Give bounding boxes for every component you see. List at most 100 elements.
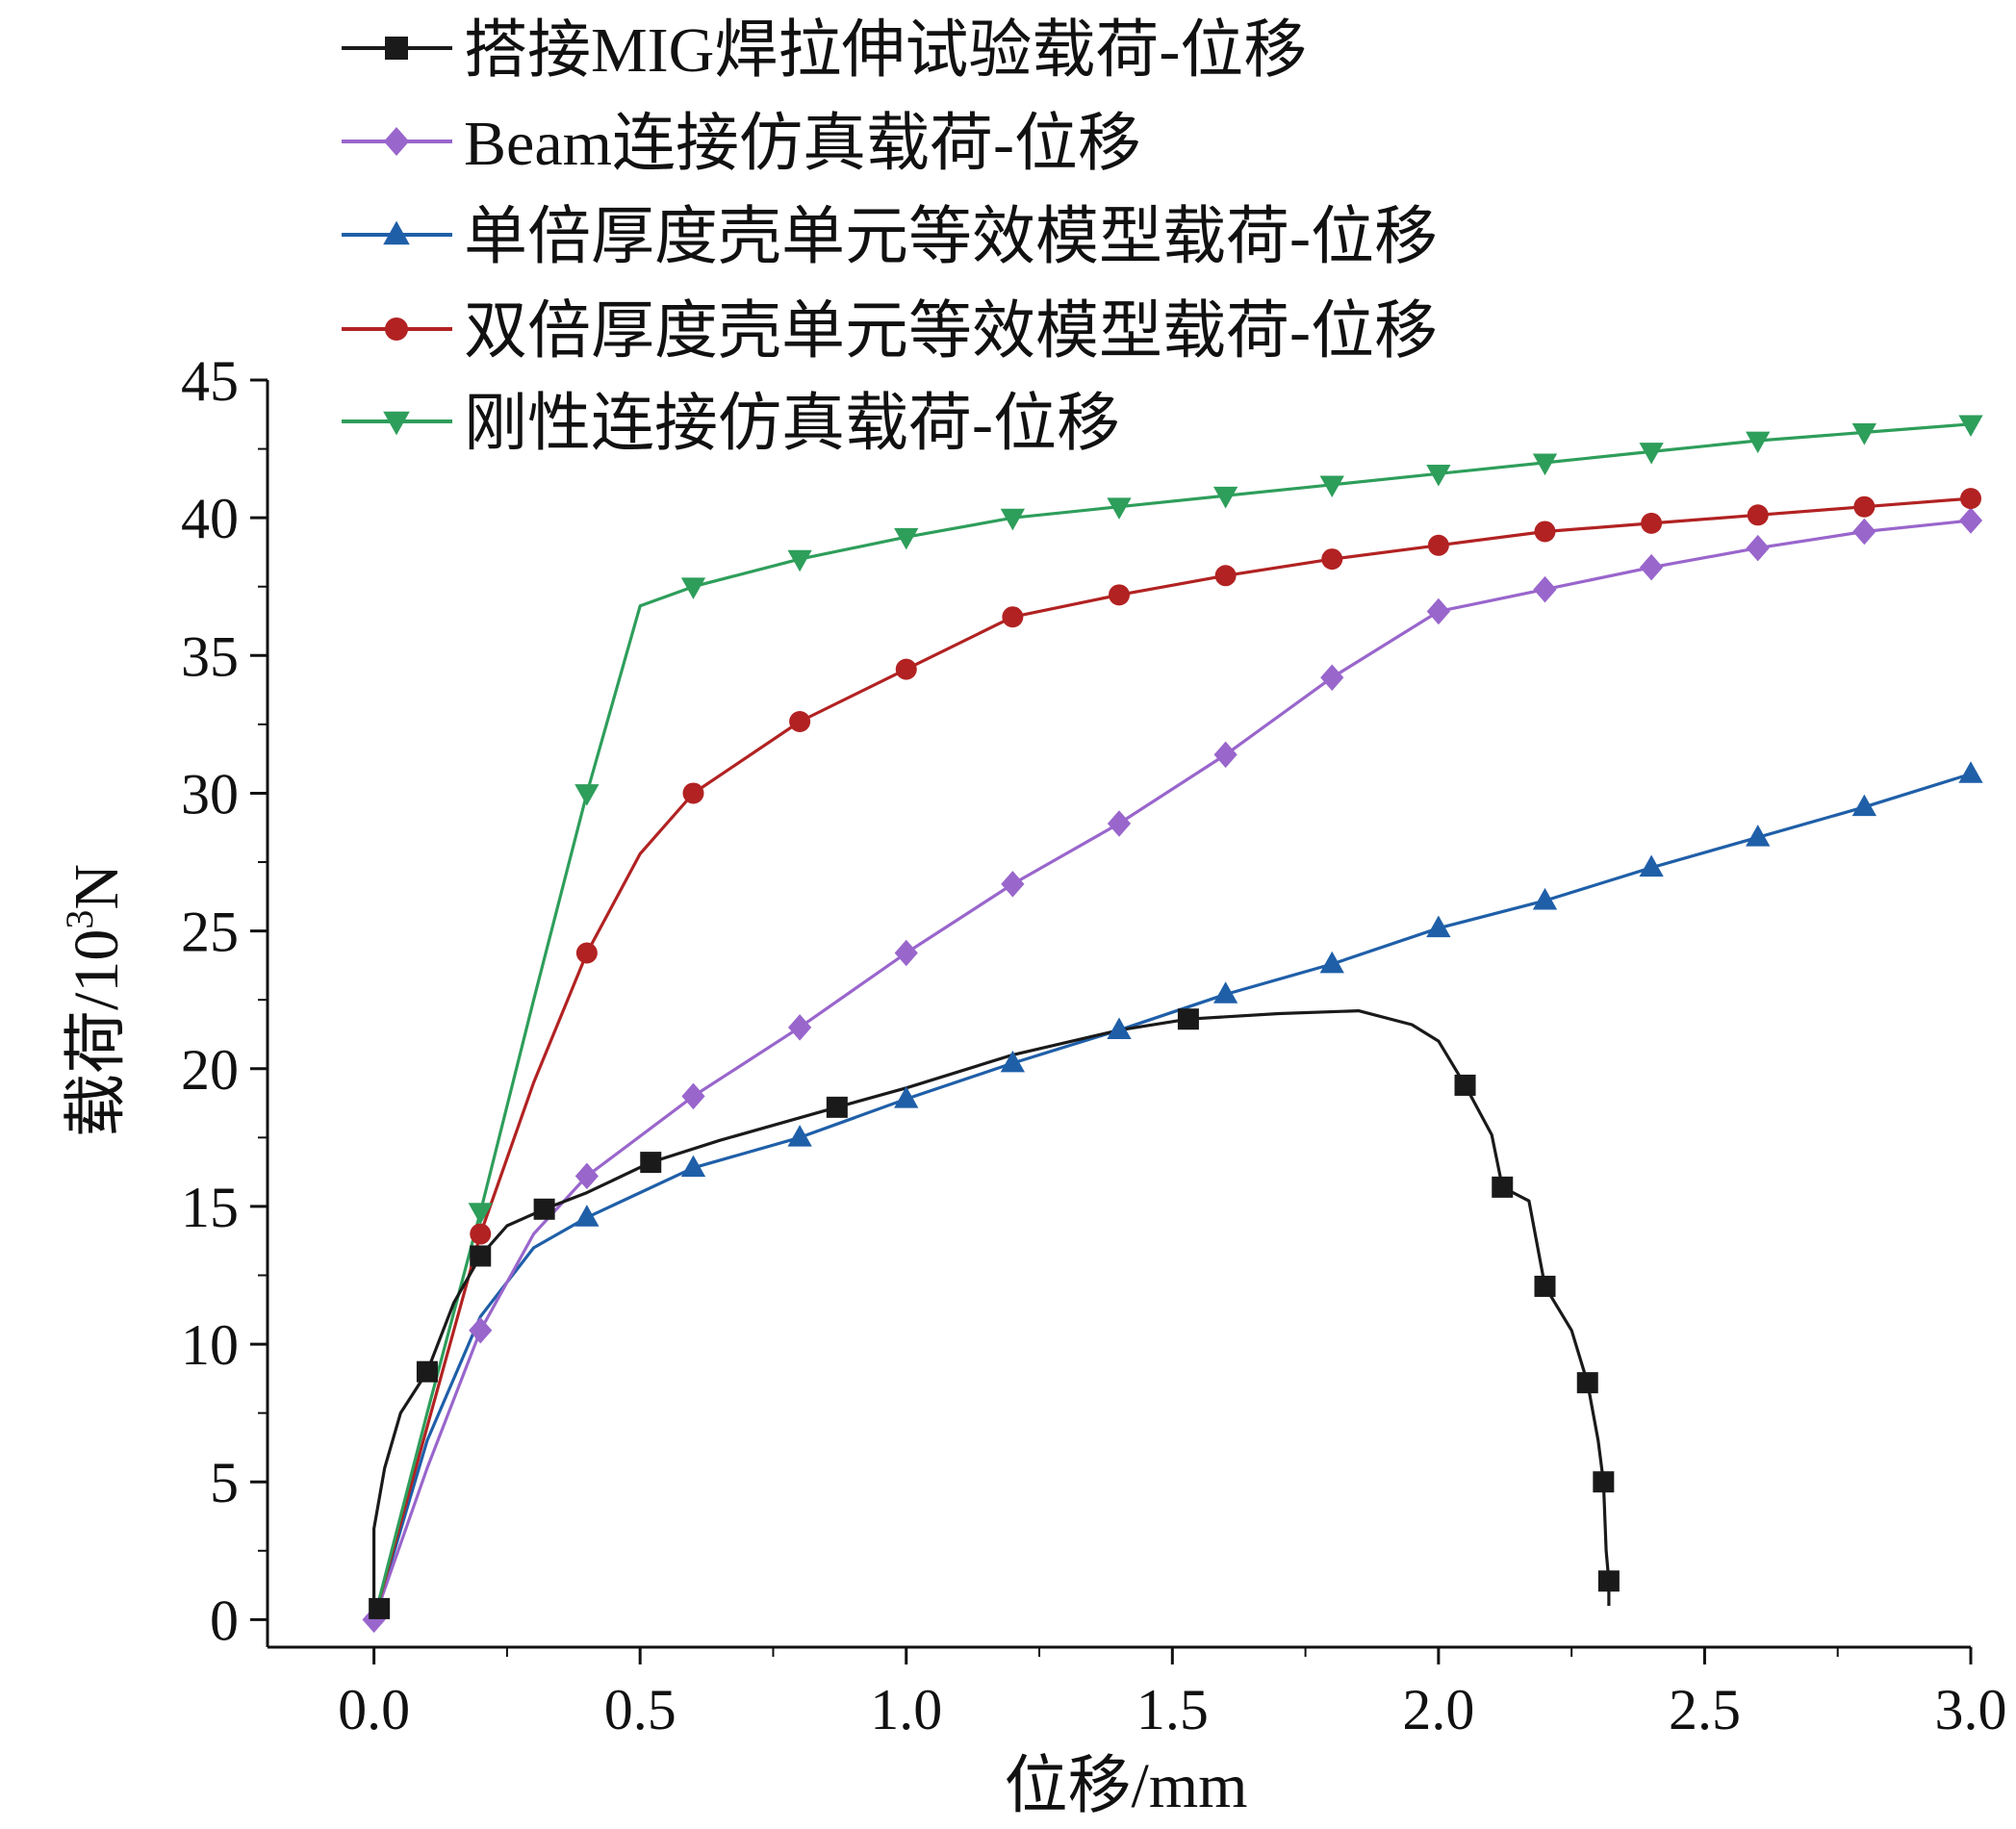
legend: 搭接MIG焊拉伸试验载荷-位移 Beam连接仿真载荷-位移单倍厚度壳单元等效模型载… (342, 15, 1438, 459)
circle-marker (1960, 488, 1981, 510)
y-tick-label: 45 (181, 349, 239, 413)
diamond-marker (1746, 534, 1770, 562)
triangle-down-marker (894, 527, 919, 550)
diamond-marker (574, 1162, 599, 1190)
circle-marker (682, 782, 704, 804)
square-marker (1597, 1570, 1620, 1592)
triangle-up-marker (680, 1155, 706, 1178)
triangle-down-marker (1212, 486, 1238, 509)
square-marker (1492, 1176, 1514, 1198)
triangle-down-marker (574, 784, 600, 806)
triangle-down-marker (787, 549, 812, 572)
circle-marker (1427, 534, 1449, 556)
circle-marker (1747, 504, 1769, 526)
circle-marker (1641, 512, 1663, 534)
series-markers (362, 415, 1983, 1634)
y-tick-label: 20 (181, 1038, 239, 1102)
square-marker (533, 1198, 555, 1220)
triangle-down-marker (1532, 453, 1558, 476)
triangle-up-marker (1851, 794, 1877, 817)
diamond-marker (1213, 741, 1238, 769)
triangle-up-marker (1426, 915, 1451, 938)
circle-marker (1214, 565, 1237, 587)
y-axis-title-sup: 3 (58, 910, 101, 929)
series-line (372, 1008, 1611, 1620)
y-tick-label: 25 (181, 901, 239, 964)
legend-label: 单倍厚度壳单元等效模型载荷-位移 (464, 202, 1438, 272)
series-line (372, 772, 1972, 1620)
x-tick-label: 0.0 (338, 1678, 410, 1741)
triangle-up-marker (1958, 761, 1983, 783)
diamond-marker (894, 939, 918, 967)
y-tick-label: 40 (181, 487, 239, 550)
triangle-down-marker (1107, 497, 1132, 520)
circle-marker (1321, 548, 1343, 571)
series-line (372, 519, 1972, 1620)
diamond-marker (383, 127, 410, 156)
square-marker (826, 1096, 848, 1118)
circle-marker (1109, 584, 1130, 606)
triangle-down-marker (1851, 423, 1877, 445)
series-line (372, 496, 1972, 1620)
diamond-marker (681, 1082, 705, 1110)
triangle-up-marker (1639, 854, 1664, 877)
triangle-down-marker (1000, 508, 1026, 531)
square-marker (1534, 1275, 1556, 1297)
diamond-marker (1426, 597, 1450, 625)
square-marker (1576, 1372, 1598, 1394)
triangle-up-marker (787, 1125, 812, 1147)
square-marker (1593, 1471, 1615, 1493)
series-lines (372, 422, 1972, 1620)
y-tick-label: 10 (181, 1313, 239, 1377)
triangle-down-marker (1639, 443, 1664, 465)
triangle-up-marker (1319, 951, 1344, 974)
triangle-up-marker (1000, 1050, 1026, 1073)
x-tick-label: 1.0 (870, 1678, 942, 1741)
triangle-up-marker (1212, 981, 1238, 1003)
square-marker (640, 1152, 662, 1174)
triangle-down-marker (1958, 415, 1983, 438)
circle-marker (575, 942, 598, 964)
triangle-up-marker (1532, 887, 1558, 910)
circle-marker (1002, 606, 1024, 628)
x-tick-label: 3.0 (1935, 1678, 2007, 1741)
diamond-marker (788, 1014, 812, 1041)
triangle-up-marker (574, 1205, 600, 1227)
y-axis-title-tail: N (62, 864, 132, 910)
diamond-marker (1533, 575, 1557, 603)
y-tick-label: 30 (181, 762, 239, 826)
x-tick-label: 2.5 (1669, 1678, 1741, 1741)
triangle-up-marker (1107, 1017, 1132, 1040)
square-marker (470, 1245, 492, 1267)
diamond-marker (1640, 553, 1664, 581)
x-tick-label: 0.5 (604, 1678, 676, 1741)
circle-marker (895, 658, 917, 680)
diamond-marker (1107, 810, 1132, 837)
y-tick-label: 15 (181, 1176, 239, 1239)
legend-label: 刚性连接仿真载荷-位移 (464, 389, 1120, 459)
triangle-down-marker (1319, 475, 1344, 497)
ticks: 0.0 0.5 1.0 1.5 2.0 2.5 3.0 0 5 10 15 20 25 30 35 40 45 (181, 349, 2007, 1741)
x-tick-label: 1.5 (1136, 1678, 1209, 1741)
square-marker (1177, 1008, 1199, 1030)
square-marker (369, 1597, 391, 1619)
axes (266, 380, 1971, 1649)
x-tick-label: 2.0 (1402, 1678, 1474, 1741)
triangle-down-marker (680, 577, 706, 599)
triangle-down-marker (468, 1203, 493, 1225)
triangle-up-marker (1746, 825, 1771, 847)
legend-label: 双倍厚度壳单元等效模型载荷-位移 (464, 296, 1438, 367)
y-tick-label: 5 (210, 1451, 239, 1514)
triangle-down-marker (1426, 464, 1451, 487)
diamond-marker (1320, 664, 1344, 691)
legend-label: 搭接MIG焊拉伸试验载荷-位移 (464, 15, 1307, 86)
circle-marker (789, 711, 811, 733)
y-tick-label: 35 (181, 624, 239, 688)
diamond-marker (1852, 518, 1876, 546)
circle-marker (1853, 495, 1876, 518)
circle-marker (1534, 521, 1556, 543)
square-marker (385, 37, 408, 60)
triangle-down-marker (1746, 431, 1771, 454)
circle-marker (385, 318, 408, 341)
